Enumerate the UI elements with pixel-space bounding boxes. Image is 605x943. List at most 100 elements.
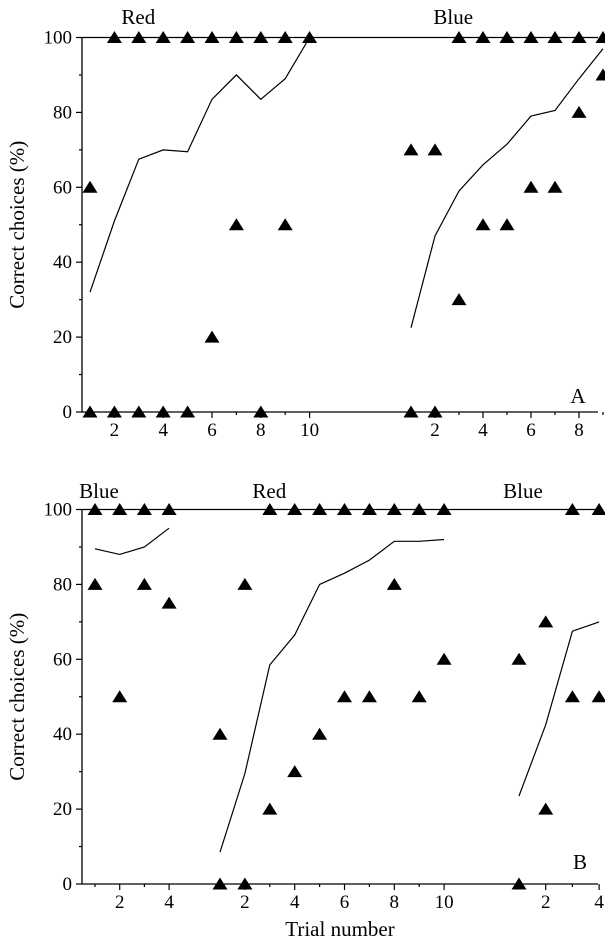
x-tick-label: 4 <box>290 892 300 913</box>
x-tick-label: 10 <box>435 892 454 913</box>
data-point-triangle <box>538 615 554 628</box>
data-point-triangle <box>475 218 491 231</box>
data-point-triangle <box>312 503 328 515</box>
data-point-triangle <box>287 503 303 515</box>
data-point-triangle <box>155 405 171 418</box>
data-point-triangle <box>106 31 122 43</box>
data-point-triangle <box>564 503 580 515</box>
data-point-triangle <box>436 652 452 665</box>
y-tick-label: 0 <box>63 402 73 423</box>
phase-red-group: Red 2 4 6 8 10 <box>212 479 454 913</box>
data-point-triangle <box>302 31 318 43</box>
data-point-triangle <box>403 143 419 156</box>
phase-blue-group: Blue 2 4 <box>503 479 605 913</box>
x-tick-label: 2 <box>115 892 125 913</box>
phase-label: Blue <box>433 5 473 29</box>
data-point-triangle <box>538 802 554 815</box>
y-axis-title: Correct choices (%) <box>5 613 29 781</box>
data-point-triangle <box>523 31 539 43</box>
data-point-triangle <box>253 31 269 43</box>
data-point-triangle <box>136 503 152 515</box>
data-point-triangle <box>161 596 177 609</box>
data-point-triangle <box>106 405 122 418</box>
data-point-triangle <box>571 31 587 43</box>
y-tick-label: 40 <box>53 724 72 745</box>
y-tick-label: 40 <box>53 252 72 273</box>
panel-a: 0 20 40 60 80 100 Correct choices (%) Red 2 4 6 8 10… <box>5 5 605 441</box>
x-tick-label: 8 <box>390 892 400 913</box>
phase-blue-group: Blue 2 4 6 8 <box>403 5 605 441</box>
data-point-triangle <box>427 405 443 418</box>
x-tick-label: 4 <box>478 420 488 441</box>
data-point-triangle <box>277 218 293 231</box>
data-point-triangle <box>161 503 177 515</box>
x-tick-label: 2 <box>430 420 440 441</box>
data-point-triangle <box>155 31 171 43</box>
x-tick-label: 4 <box>594 892 604 913</box>
y-tick-label: 80 <box>53 574 72 595</box>
x-axis-title: Trial number <box>285 917 394 941</box>
data-point-triangle <box>523 180 539 193</box>
mean-line <box>518 621 600 797</box>
mean-line <box>89 37 311 293</box>
data-point-triangle <box>136 577 152 590</box>
x-tick-label: 6 <box>526 420 536 441</box>
data-point-triangle <box>511 652 527 665</box>
phase-label: Blue <box>503 479 543 503</box>
panel-letter: A <box>570 384 586 408</box>
y-tick-label: 100 <box>44 500 73 521</box>
data-point-triangle <box>82 405 98 418</box>
x-tick-label: 2 <box>110 420 120 441</box>
data-point-triangle <box>411 503 427 515</box>
y-tick-label: 100 <box>44 28 73 49</box>
x-tick-label: 8 <box>574 420 584 441</box>
y-tick-label: 20 <box>53 327 72 348</box>
x-tick-label: 2 <box>240 892 250 913</box>
data-point-triangle <box>180 405 196 418</box>
x-tick-label: 6 <box>340 892 350 913</box>
data-point-triangle <box>451 293 467 306</box>
data-point-triangle <box>204 330 220 343</box>
data-point-triangle <box>571 105 587 118</box>
x-tick-label: 10 <box>300 420 319 441</box>
data-point-triangle <box>386 503 402 515</box>
data-point-triangle <box>361 503 377 515</box>
data-point-triangle <box>595 31 605 43</box>
data-point-triangle <box>451 31 467 43</box>
data-point-triangle <box>411 690 427 703</box>
phase-label: Blue <box>79 479 119 503</box>
data-point-triangle <box>228 218 244 231</box>
data-point-triangle <box>237 577 253 590</box>
data-point-triangle <box>112 503 128 515</box>
mean-line <box>219 538 445 853</box>
y-axis-title: Correct choices (%) <box>5 141 29 309</box>
data-point-triangle <box>287 765 303 778</box>
data-point-triangle <box>591 690 605 703</box>
phase-label: Red <box>121 5 155 29</box>
y-tick-label: 0 <box>63 874 73 895</box>
data-point-triangle <box>591 503 605 515</box>
data-point-triangle <box>564 690 580 703</box>
data-point-triangle <box>87 503 103 515</box>
y-tick-label: 60 <box>53 649 72 670</box>
data-point-triangle <box>547 31 563 43</box>
data-point-triangle <box>475 31 491 43</box>
x-tick-label: 4 <box>164 892 174 913</box>
y-tick-label: 20 <box>53 799 72 820</box>
data-point-triangle <box>112 690 128 703</box>
data-point-triangle <box>228 31 244 43</box>
data-point-triangle <box>312 727 328 740</box>
data-point-triangle <box>212 877 228 890</box>
data-point-triangle <box>547 180 563 193</box>
mean-line <box>94 527 170 556</box>
phase-red-group: Red 2 4 6 8 10 <box>82 5 319 441</box>
y-tick-label: 80 <box>53 102 72 123</box>
data-point-triangle <box>82 180 98 193</box>
data-point-triangle <box>499 218 515 231</box>
x-tick-label: 8 <box>256 420 266 441</box>
data-point-triangle <box>511 877 527 890</box>
data-point-triangle <box>87 577 103 590</box>
data-point-triangle <box>131 31 147 43</box>
